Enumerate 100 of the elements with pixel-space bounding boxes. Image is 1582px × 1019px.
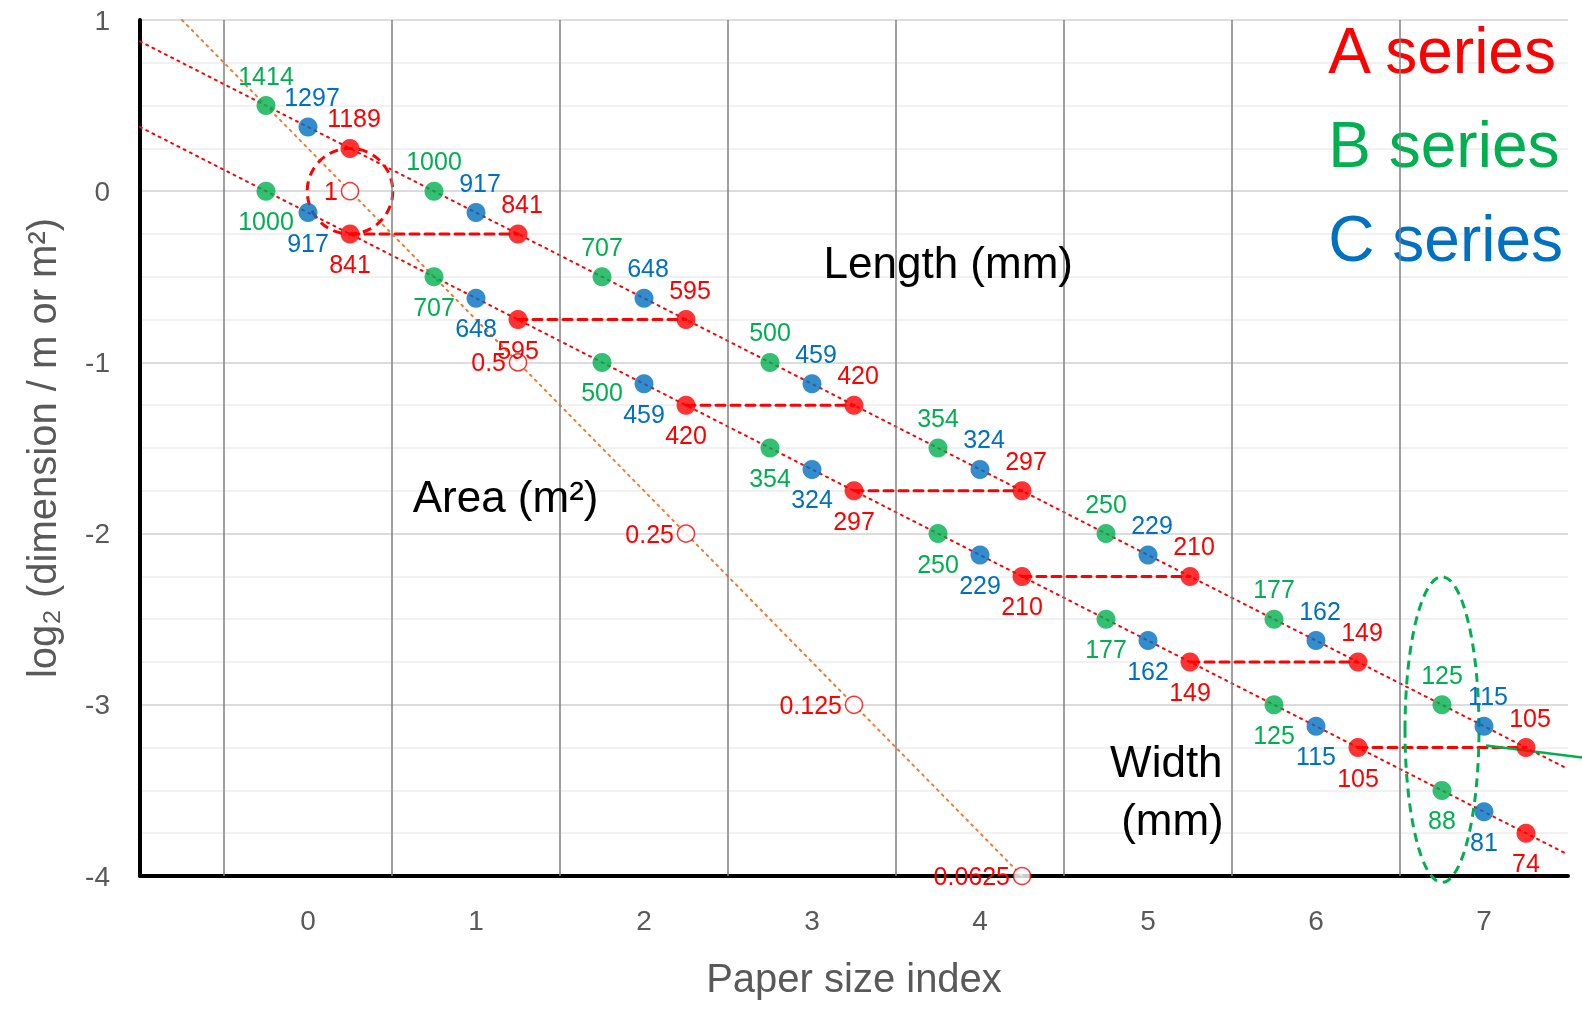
annotation: 354 — [917, 404, 959, 432]
annotation: 115 — [1296, 742, 1336, 771]
point — [256, 96, 276, 116]
point — [1138, 631, 1158, 651]
point — [424, 181, 444, 201]
annotation: 297 — [833, 506, 875, 535]
annotation: 229 — [1131, 511, 1173, 539]
point — [1474, 802, 1494, 822]
annotation: 707 — [581, 232, 623, 261]
point — [928, 438, 948, 458]
annotation: 162 — [1127, 656, 1169, 685]
x-tick-label: 3 — [804, 904, 820, 936]
point — [1264, 609, 1284, 629]
annotation: 105 — [1337, 763, 1379, 792]
point — [1306, 631, 1326, 651]
annotation: 0.125 — [779, 690, 842, 719]
y-tick-label: -3 — [85, 689, 110, 721]
x-tick-label: 2 — [636, 904, 652, 936]
annotation: 250 — [917, 549, 959, 578]
annotation: 500 — [581, 378, 623, 407]
annotation: 707 — [413, 292, 455, 321]
point — [1012, 566, 1032, 586]
annotation: Area (m²) — [412, 472, 599, 522]
point — [676, 310, 696, 330]
point — [844, 481, 864, 501]
x-tick-label: 1 — [468, 904, 484, 936]
point — [676, 524, 696, 543]
point — [1432, 780, 1452, 800]
annotation: 0.25 — [625, 519, 674, 548]
annotation: Width (mm) — [1110, 736, 1235, 844]
point — [1012, 481, 1032, 501]
annotation: 229 — [959, 571, 1001, 599]
annotation: 81 — [1470, 827, 1498, 856]
y-tick-label: 0 — [94, 175, 110, 207]
text: B series — [1328, 109, 1560, 181]
point — [1516, 823, 1536, 843]
annotation: 210 — [1173, 532, 1215, 561]
y-tick-label: -2 — [85, 518, 110, 550]
point — [298, 203, 318, 223]
annotation: 648 — [627, 254, 669, 283]
annotation: 1 — [324, 177, 338, 206]
point — [340, 138, 360, 158]
annotation: 324 — [791, 485, 833, 514]
point — [1264, 695, 1284, 715]
x-tick-label: 4 — [972, 904, 988, 936]
point — [1180, 652, 1200, 672]
point — [1306, 716, 1326, 736]
y-tick-label: -4 — [85, 860, 110, 892]
y-axis-title: log₂ (dimension / m or m²) — [20, 217, 64, 679]
annotation: 149 — [1341, 618, 1383, 646]
x-tick-label: 6 — [1308, 904, 1324, 936]
annotation: 177 — [1253, 575, 1295, 604]
annotation: 420 — [665, 421, 707, 450]
point — [1096, 609, 1116, 629]
annotation: 917 — [459, 168, 501, 197]
annotation: 420 — [837, 361, 879, 390]
point — [592, 267, 612, 287]
annotation: 841 — [501, 190, 543, 218]
annotation: 210 — [1001, 592, 1043, 621]
x-tick-label: 5 — [1140, 904, 1156, 936]
annotation: 648 — [455, 314, 497, 343]
point — [1348, 738, 1368, 758]
point — [844, 695, 864, 715]
point — [634, 374, 654, 394]
annotation: 162 — [1299, 596, 1341, 625]
annotation: 324 — [963, 425, 1005, 454]
x-axis-title: Paper size index — [706, 956, 1002, 1000]
point — [970, 459, 990, 479]
y-tick-label: 1 — [94, 4, 110, 36]
text: A series — [1328, 15, 1556, 87]
annotation: 250 — [1085, 489, 1127, 518]
annotation: 88 — [1428, 806, 1456, 835]
point — [340, 224, 360, 244]
point — [970, 545, 990, 565]
point — [1516, 738, 1536, 758]
point — [802, 374, 822, 394]
annotation: 74 — [1512, 849, 1540, 878]
annotation: 115 — [1468, 682, 1508, 711]
annotation: 125 — [1253, 720, 1295, 749]
point — [676, 395, 696, 415]
annotation: 1000 — [406, 147, 462, 176]
point — [760, 352, 780, 372]
point — [424, 267, 444, 287]
point — [508, 224, 528, 244]
annotation: 354 — [749, 464, 791, 492]
point — [802, 459, 822, 479]
point — [592, 352, 612, 372]
annotation: Length (mm) — [823, 237, 1073, 287]
x-tick-label: 0 — [300, 904, 316, 936]
point — [844, 395, 864, 415]
annotation: 595 — [669, 275, 711, 304]
point — [1138, 545, 1158, 565]
annotation: 841 — [329, 250, 371, 278]
annotation: 105 — [1509, 703, 1551, 732]
annotation: 459 — [795, 339, 837, 368]
point — [466, 203, 486, 223]
point — [760, 438, 780, 458]
point — [1474, 716, 1494, 736]
point — [298, 117, 318, 137]
annotation: 149 — [1169, 678, 1211, 706]
